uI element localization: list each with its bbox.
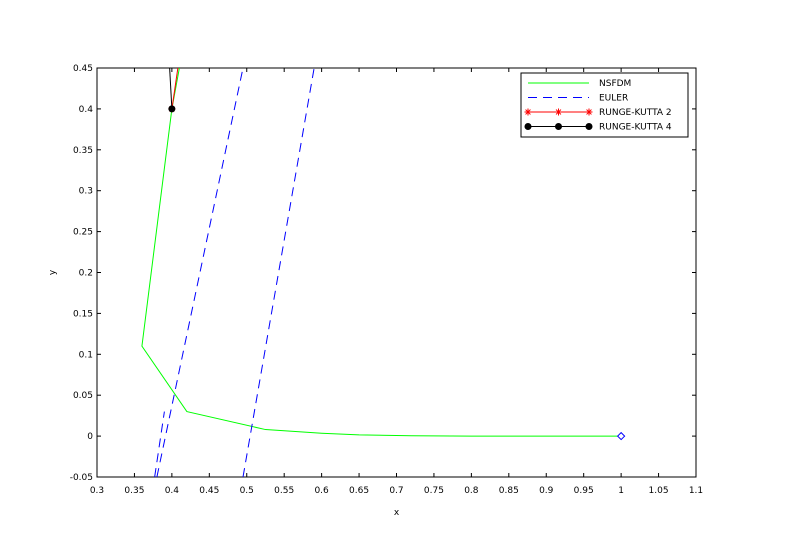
- series-5: [154, 411, 165, 477]
- series-4: [616, 431, 626, 441]
- y-tick-label: 0.4: [79, 105, 94, 115]
- x-tick-label: 0.5: [240, 486, 254, 496]
- series-line: [169, 68, 173, 109]
- x-tick-label: 0.9: [539, 486, 554, 496]
- y-tick-label: 0: [87, 432, 93, 442]
- x-tick-label: 0.35: [124, 486, 144, 496]
- y-axis-title: y: [48, 269, 58, 275]
- x-tick-label: 0.95: [574, 486, 594, 496]
- x-tick-label: 0.6: [314, 486, 329, 496]
- x-tick-label: 0.45: [199, 486, 219, 496]
- x-tick-label: 0.7: [389, 486, 403, 496]
- legend-marker: [555, 108, 562, 116]
- data-point: [616, 431, 626, 441]
- legend-entry: NSFDM: [528, 79, 631, 89]
- x-tick-label: 0.4: [165, 486, 180, 496]
- legend-marker: [524, 123, 532, 130]
- y-tick-label: 0.3: [79, 187, 93, 197]
- y-tick-label: 0.2: [79, 269, 93, 279]
- x-tick-label: 0.8: [464, 486, 479, 496]
- series-group: [141, 68, 626, 477]
- x-tick-label: 1: [618, 486, 624, 496]
- legend-label: RUNGE-KUTTA 2: [599, 108, 672, 118]
- series-line: [154, 411, 165, 477]
- legend-label: RUNGE-KUTTA 4: [599, 123, 672, 133]
- legend: NSFDM EULER RUNGE-KUTTA 2 RUNGE-KUTTA 4: [520, 72, 689, 138]
- y-tick-label: 0.05: [73, 391, 93, 401]
- x-tick-label: 0.3: [90, 486, 104, 496]
- y-tick-label: 0.45: [73, 64, 93, 74]
- y-tick-label: 0.15: [73, 309, 93, 319]
- legend-entry: RUNGE-KUTTA 2: [524, 108, 672, 118]
- x-tick-label: 0.75: [424, 486, 444, 496]
- x-tick-label: 0.55: [274, 486, 294, 496]
- y-tick-label: -0.05: [70, 473, 93, 483]
- legend-marker: [585, 108, 593, 116]
- y-tick-label: 0.1: [79, 350, 93, 360]
- x-tick-label: 0.85: [499, 486, 519, 496]
- series-line: [171, 68, 179, 109]
- x-tick-label: 1.1: [689, 486, 703, 496]
- legend-marker: [585, 123, 593, 130]
- series-0: [141, 68, 622, 437]
- series-3: [168, 68, 176, 113]
- legend-entry: EULER: [528, 94, 628, 104]
- x-tick-label: 0.65: [349, 486, 369, 496]
- x-tick-label: 1.05: [649, 486, 669, 496]
- series-line: [156, 68, 315, 477]
- series-line: [141, 68, 622, 437]
- legend-entry: RUNGE-KUTTA 4: [524, 123, 672, 133]
- axes-group: 0.3 0.35 0.4 0.45 0.5 0.55 0.6 0.65 0.7 0.75 0.8 0.…: [70, 64, 703, 496]
- x-axis-title: x: [394, 508, 400, 518]
- legend-label: EULER: [599, 94, 628, 104]
- legend-marker: [524, 108, 532, 116]
- y-tick-label: 0.35: [73, 146, 93, 156]
- legend-label: NSFDM: [599, 79, 631, 89]
- data-point: [168, 105, 176, 113]
- legend-marker: [555, 123, 562, 130]
- y-tick-label: 0.25: [73, 228, 93, 238]
- series-1: [156, 68, 315, 477]
